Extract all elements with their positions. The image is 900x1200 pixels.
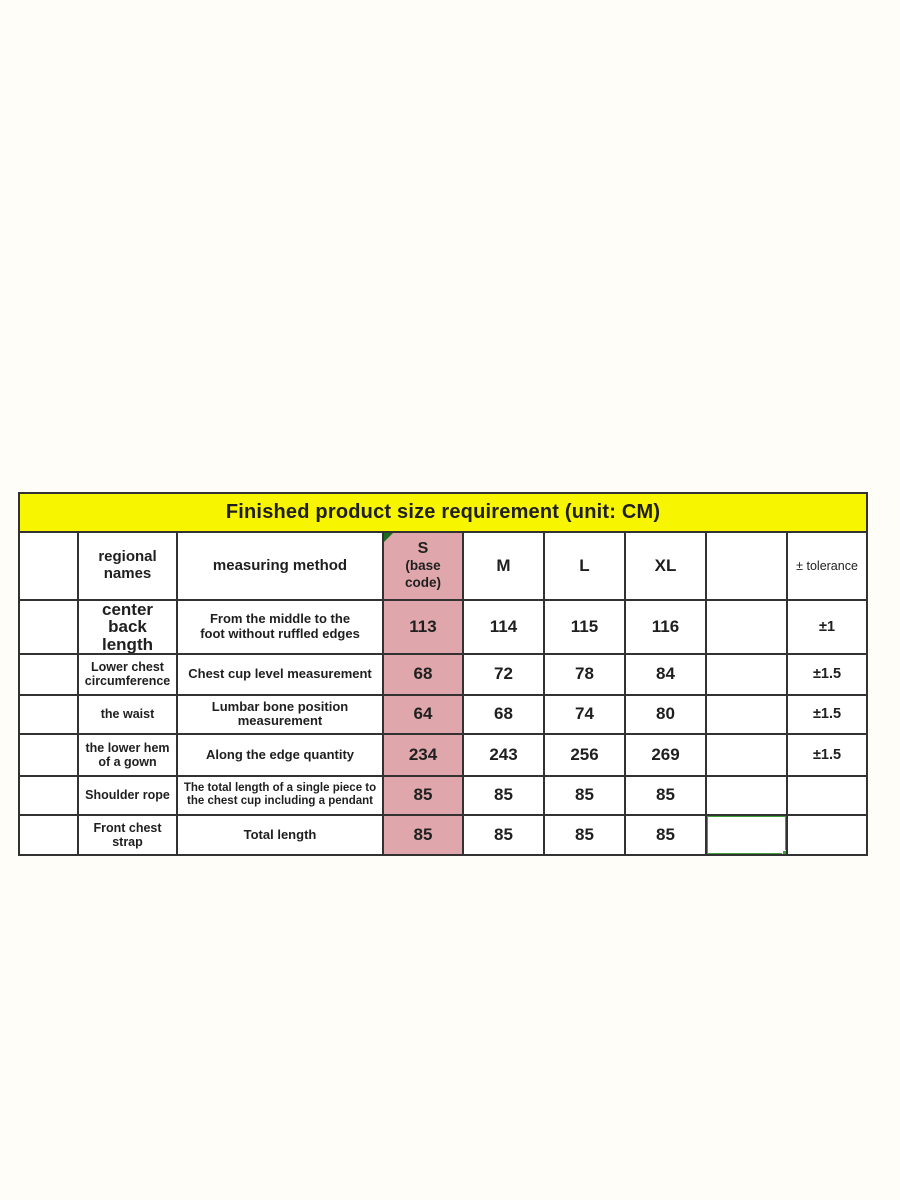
size-xl-value: 85: [624, 774, 707, 816]
size-l-value: 85: [543, 774, 626, 816]
table-row: Front chest strap Total length 85 85 85 …: [18, 813, 869, 856]
method-line1: Total length: [243, 826, 317, 842]
selected-cell: [705, 813, 788, 856]
table-row: Shoulder rope The total length of a sing…: [18, 774, 869, 816]
region-cell: center back length: [77, 599, 178, 655]
table-row: center back length From the middle to th…: [18, 599, 869, 655]
size-xl-value: 116: [624, 599, 707, 655]
size-l-value: 115: [543, 599, 626, 655]
method-line2: foot without ruffled edges: [200, 625, 360, 641]
method-cell: Total length: [176, 813, 384, 856]
region-cell: Lower chest circumference: [77, 652, 178, 696]
region-line2: strap: [112, 834, 143, 849]
size-m-value: 72: [462, 652, 545, 696]
method-cell: Along the edge quantity: [176, 732, 384, 777]
size-s-label: S: [417, 539, 429, 557]
tolerance-value: ±1.5: [785, 693, 869, 735]
method-cell: The total length of a single piece to th…: [176, 774, 384, 816]
tolerance-header: ± tolerance: [785, 531, 869, 601]
size-m-value: 243: [462, 732, 545, 777]
method-cell: Chest cup level measurement: [176, 652, 384, 696]
size-s-value: 64: [382, 693, 464, 735]
size-m-value: 85: [462, 813, 545, 856]
green-corner-marker-icon: [385, 534, 393, 542]
size-xl-value: 80: [624, 693, 707, 735]
tolerance-value: ±1.5: [785, 652, 869, 696]
tolerance-value: ±1.5: [785, 732, 869, 777]
base-code-label: (base code): [404, 558, 441, 591]
table-row: the waist Lumbar bone position measureme…: [18, 693, 869, 735]
row-index-cell: [18, 732, 79, 777]
size-s-value: 85: [382, 813, 464, 856]
size-s-header: S (base code): [382, 531, 464, 601]
empty-cell: [705, 732, 788, 777]
table-title: Finished product size requirement (unit:…: [17, 492, 869, 533]
tolerance-value: [785, 774, 869, 816]
size-l-value: 78: [543, 652, 626, 696]
regional-names-header: regional names: [77, 531, 178, 601]
region-cell: Shoulder rope: [77, 774, 178, 816]
method-line2: measurement: [237, 713, 323, 729]
region-cell: the lower hem of a gown: [77, 732, 178, 777]
size-s-value: 113: [382, 599, 464, 655]
row-index-cell: [18, 652, 79, 696]
selection-box-indicator: [708, 816, 785, 853]
size-l-value: 85: [543, 813, 626, 856]
table-row: Lower chest circumference Chest cup leve…: [18, 652, 869, 696]
size-xl-value: 85: [624, 813, 707, 856]
region-cell: Front chest strap: [77, 813, 178, 856]
method-line1: Chest cup level measurement: [188, 666, 372, 682]
size-m-value: 85: [462, 774, 545, 816]
size-s-value: 234: [382, 732, 464, 777]
region-line1: Front chest: [93, 820, 162, 835]
region-line2: of a gown: [98, 754, 157, 769]
method-cell: Lumbar bone position measurement: [176, 693, 384, 735]
size-s-value: 85: [382, 774, 464, 816]
regional-names-line2: names: [103, 565, 152, 582]
row-index-cell: [18, 813, 79, 856]
size-m-value: 114: [462, 599, 545, 655]
empty-cell: [705, 599, 788, 655]
region-line2: circumference: [84, 674, 171, 689]
region-line1: the waist: [100, 707, 155, 722]
method-line1: Along the edge quantity: [205, 746, 355, 762]
tolerance-value: ±1: [785, 599, 869, 655]
size-l-value: 74: [543, 693, 626, 735]
region-line2: back length: [102, 617, 153, 654]
tolerance-value: [785, 813, 869, 856]
size-l-header: L: [543, 531, 626, 601]
method-line1: The total length of a single piece to: [183, 782, 377, 795]
size-m-header: M: [462, 531, 545, 601]
empty-cell: [705, 774, 788, 816]
method-line1: From the middle to the: [209, 611, 351, 627]
method-cell: From the middle to the foot without ruff…: [176, 599, 384, 655]
row-index-header-cell: [18, 531, 79, 601]
size-xl-value: 84: [624, 652, 707, 696]
measuring-method-header: measuring method: [176, 531, 384, 601]
empty-cell: [705, 693, 788, 735]
size-m-value: 68: [462, 693, 545, 735]
region-line1: the lower hem: [85, 740, 170, 755]
size-s-value: 68: [382, 652, 464, 696]
region-line1: Shoulder rope: [85, 788, 170, 803]
fill-handle: [782, 849, 785, 853]
size-chart-table: Finished product size requirement (unit:…: [17, 492, 869, 856]
method-line1: Lumbar bone position: [211, 698, 349, 714]
row-index-cell: [18, 599, 79, 655]
row-index-cell: [18, 693, 79, 735]
row-index-cell: [18, 774, 79, 816]
method-line2: the chest cup including a pendant: [187, 795, 373, 808]
regional-names-line1: regional: [98, 548, 157, 566]
region-cell: the waist: [77, 693, 178, 735]
region-line1: Lower chest: [91, 660, 164, 675]
size-xl-header: XL: [624, 531, 707, 601]
empty-header-cell: [705, 531, 788, 601]
size-xl-value: 269: [624, 732, 707, 777]
size-l-value: 256: [543, 732, 626, 777]
empty-cell: [705, 652, 788, 696]
region-line1: center: [101, 600, 154, 619]
table-row: the lower hem of a gown Along the edge q…: [18, 732, 869, 777]
